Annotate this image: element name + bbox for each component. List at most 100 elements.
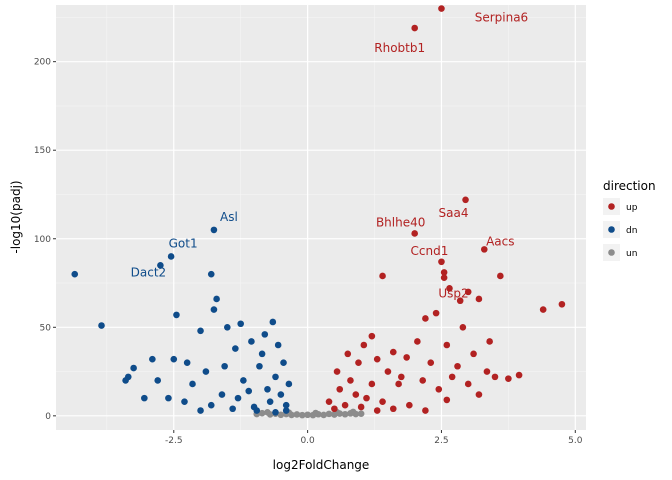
data-point-un	[258, 409, 266, 417]
data-point-up	[373, 407, 381, 414]
gene-label: Asl	[220, 210, 238, 224]
data-point-up	[558, 300, 566, 308]
data-point-dn	[232, 345, 239, 352]
data-point-up	[464, 380, 472, 388]
data-point-dn	[71, 270, 79, 278]
data-point-up	[347, 377, 354, 384]
data-point-up	[357, 403, 365, 411]
data-point-up	[539, 306, 547, 313]
data-point-dn	[183, 359, 191, 367]
data-point-dn	[272, 373, 279, 381]
data-point-dn	[277, 391, 285, 398]
data-point-dn	[207, 401, 215, 409]
data-point-up	[459, 323, 467, 331]
data-point-up	[368, 380, 376, 388]
data-point-dn	[258, 350, 266, 358]
series-up-points	[325, 5, 566, 414]
data-point-up	[406, 401, 413, 409]
data-point-dn	[248, 338, 255, 345]
data-point-up	[419, 377, 427, 384]
legend-label-un: un	[626, 249, 637, 259]
data-point-up	[475, 391, 483, 398]
data-point-up	[456, 297, 464, 305]
y-tick-label: 150	[34, 146, 51, 156]
data-point-up	[398, 373, 405, 381]
data-point-up	[411, 24, 418, 32]
data-point-up	[341, 401, 349, 409]
data-point-dn	[210, 306, 218, 313]
data-point-up	[355, 359, 362, 367]
data-point-dn	[218, 391, 226, 398]
data-point-up	[373, 355, 381, 363]
data-point-up	[443, 341, 451, 349]
x-axis-title: log2FoldChange	[273, 458, 370, 472]
minor-gridlines	[56, 5, 586, 430]
data-point-up	[432, 309, 440, 317]
data-point-un	[264, 408, 271, 416]
data-point-up	[438, 258, 445, 266]
data-point-dn	[98, 322, 105, 329]
gene-label: Usp2	[438, 286, 468, 300]
data-point-up	[333, 368, 341, 375]
data-point-dn	[221, 362, 228, 370]
gene-label: Ccnd1	[411, 244, 449, 258]
gene-label: Serpina6	[475, 11, 528, 25]
data-point-un	[293, 411, 301, 418]
data-point-up	[422, 407, 429, 414]
data-point-dn	[282, 407, 290, 414]
data-point-dn	[224, 323, 231, 331]
gene-labels: Serpina6 Rhobtb1 Saa4 Bhlhe40 Aacs Ccnd1 Usp2 A…	[131, 11, 529, 301]
data-point-up	[403, 354, 410, 361]
legend-key-up	[608, 203, 615, 210]
x-tick-label: 2.5	[434, 436, 448, 446]
data-point-dn	[141, 394, 148, 402]
data-point-dn	[274, 341, 282, 349]
data-point-up	[440, 274, 448, 282]
data-point-up	[440, 269, 448, 276]
data-point-dn	[261, 331, 269, 338]
data-point-up	[331, 405, 338, 413]
data-point-dn	[197, 327, 204, 335]
data-point-up	[379, 272, 386, 280]
legend-label-up: up	[626, 203, 638, 213]
data-point-up	[363, 394, 370, 402]
y-tick-label: 0	[45, 412, 51, 422]
y-tick-label: 50	[40, 323, 52, 333]
data-point-up	[389, 405, 397, 413]
gene-label: Rhobtb1	[374, 41, 425, 55]
data-point-dn	[269, 318, 277, 326]
data-point-dn	[253, 407, 261, 414]
data-point-up	[497, 272, 504, 280]
legend: direction up dn un	[603, 179, 656, 261]
data-point-un	[320, 411, 327, 419]
plot-panel	[56, 5, 586, 430]
data-point-up	[454, 362, 461, 370]
series-dn-points	[71, 226, 293, 416]
data-point-un	[349, 408, 357, 416]
x-tick-label: -2.5	[165, 436, 183, 446]
data-point-dn	[122, 377, 129, 384]
data-point-dn	[280, 359, 287, 367]
data-point-dn	[234, 394, 242, 402]
data-point-un	[277, 411, 285, 419]
data-point-up	[360, 341, 368, 349]
data-point-up	[352, 391, 360, 398]
y-tick-label: 200	[34, 58, 51, 68]
data-point-dn	[207, 270, 215, 278]
data-point-dn	[165, 394, 172, 402]
data-point-dn	[282, 401, 290, 409]
gene-label: Dact2	[131, 265, 167, 279]
data-point-up	[475, 295, 483, 303]
data-point-dn	[245, 387, 253, 395]
data-point-dn	[240, 377, 247, 384]
data-point-up	[448, 373, 456, 381]
legend-title: direction	[603, 179, 656, 193]
data-point-dn	[256, 362, 263, 370]
data-point-up	[379, 398, 386, 405]
data-point-up	[470, 350, 477, 358]
data-point-un	[312, 409, 319, 417]
data-point-dn	[237, 320, 244, 328]
data-point-dn	[154, 377, 162, 384]
data-point-dn	[170, 355, 178, 363]
data-point-up	[438, 5, 445, 12]
